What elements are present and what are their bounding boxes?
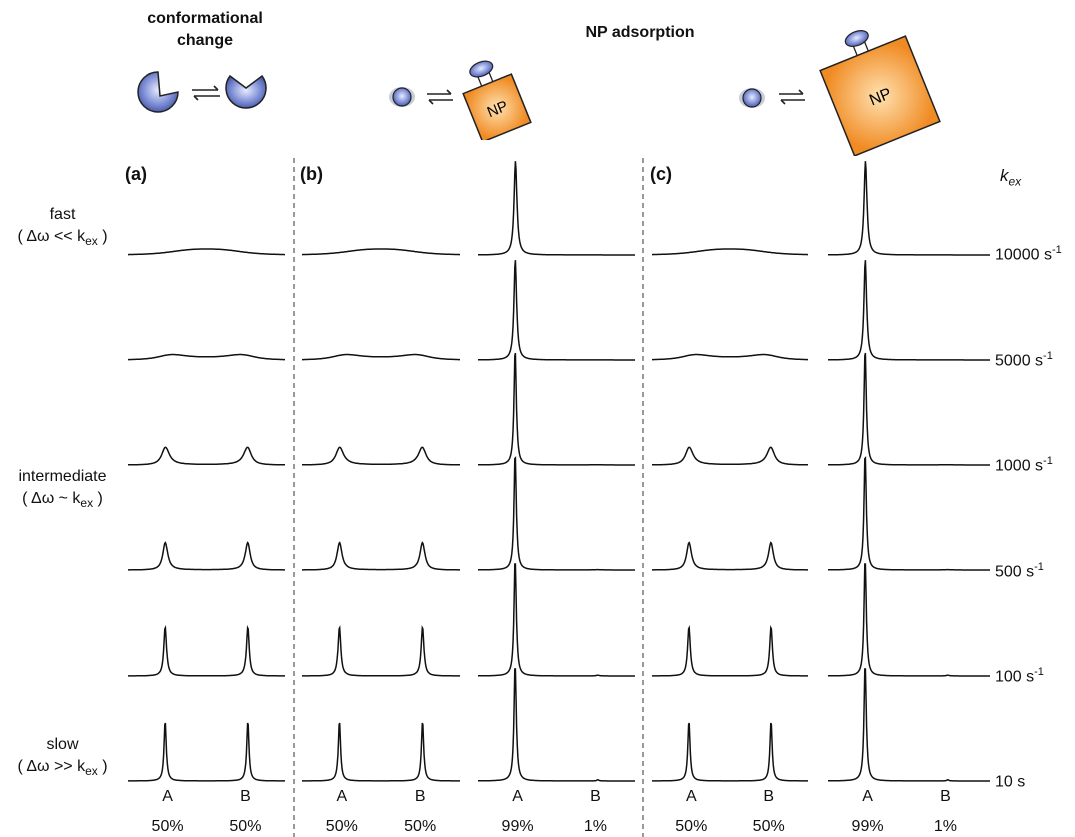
rate-label: 10 s [995,773,1026,791]
spectrum-trace [828,456,985,571]
population-a: 99% [501,818,534,835]
equilibrium-arrows-icon [192,85,220,101]
population-a: 50% [325,818,358,835]
spectrum-trace [478,563,635,677]
peak-label-b: B [590,788,601,805]
regime-fast-label: fast ( Δω << kex ) [17,206,108,249]
spectrum-trace [128,248,285,256]
protein-closed-icon [225,74,267,109]
panel-label-a: (a) [125,164,147,184]
spectrum-trace [128,624,285,677]
regime-intermediate-label: intermediate ( Δω ~ kex ) [18,468,107,511]
protein-open-icon [137,71,179,113]
equilibrium-arrows-icon [779,89,805,105]
peak-label-b: B [940,788,951,805]
spectrum-trace [128,446,285,466]
population-b: 1% [583,818,607,835]
free-protein-icon [389,87,415,107]
svg-text:NP: NP [485,98,511,122]
spectrum-trace [652,624,808,677]
spectrum-trace [478,456,635,571]
spectrum-trace [478,352,635,466]
spectrum-trace [302,722,460,782]
population-a: 50% [675,818,708,835]
spectrum-trace [828,260,985,361]
rate-label: 100 s-1 [995,666,1044,686]
regime-slow-label: slow ( Δω >> kex ) [17,736,108,779]
spectrum-trace [302,248,460,256]
peak-label-b: B [763,788,775,805]
peak-label-a: A [685,788,697,805]
spectrum-trace [128,353,285,361]
nanoparticle-large-icon: NP [819,30,941,156]
kex-header: kex [1000,166,1022,189]
spectrum-trace [302,353,460,361]
population-a: 99% [851,818,884,835]
header-conformational-change: conformational change [147,10,263,49]
population-a: 50% [151,818,184,835]
nanoparticle-small-icon: NP [462,60,532,140]
np-adsorption-small-icon: NP [389,60,532,140]
peak-label-a: A [162,788,173,805]
spectrum-trace [128,722,285,782]
spectrum-trace [652,353,808,361]
free-protein-icon [739,88,765,108]
np-adsorption-large-icon: NP [739,30,941,156]
rate-label: 500 s-1 [995,561,1044,581]
spectrum-trace [828,161,985,256]
conformational-change-icon [137,71,267,113]
rate-label: 10000 s-1 [995,244,1062,264]
spectrum-trace [302,446,460,466]
peak-label-b: B [414,788,426,805]
peak-label-b: B [240,788,251,805]
spectrum-trace [302,541,460,571]
rate-label: 5000 s-1 [995,350,1053,370]
spectrum-trace [302,624,460,677]
panel-label-b: (b) [300,164,323,184]
spectrum-trace [652,248,808,256]
equilibrium-arrows-icon [427,89,453,105]
spectrum-trace [478,161,635,256]
spectrum-trace [652,722,808,782]
spectrum-trace [478,668,635,782]
peak-label-a: A [512,788,523,805]
header-np-adsorption: NP adsorption [585,24,695,41]
spectrum-trace [478,260,635,361]
spectrum-trace [652,446,808,466]
spectrum-trace [828,563,985,677]
peak-label-a: A [862,788,873,805]
spectrum-trace [652,541,808,571]
panel-label-c: (c) [650,164,672,184]
spectrum-trace [828,352,985,466]
population-b: 50% [404,818,437,835]
spectrum-trace [828,668,985,782]
spectrum-trace [128,541,285,571]
population-b: 1% [933,818,957,835]
peak-label-a: A [336,788,348,805]
rate-label: 1000 s-1 [995,455,1053,475]
population-b: 50% [229,818,262,835]
population-b: 50% [752,818,785,835]
